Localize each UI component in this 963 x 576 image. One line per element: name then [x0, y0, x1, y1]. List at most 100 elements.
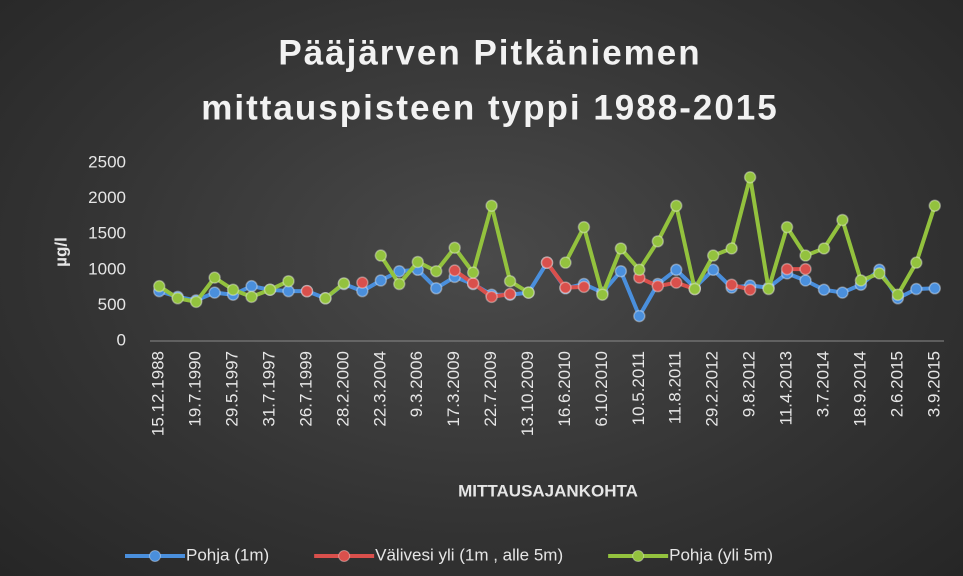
data-point: [466, 266, 480, 279]
x-tick-label: 22.7.2009: [481, 351, 500, 427]
x-tick-label: 9.8.2012: [740, 351, 759, 417]
data-point: [466, 277, 480, 290]
data-point: [300, 284, 314, 298]
data-point: [208, 286, 221, 299]
data-point: [910, 282, 923, 296]
data-point: [928, 282, 942, 295]
data-point: [670, 263, 683, 277]
x-tick-label: 10.5.2011: [629, 351, 648, 425]
data-point: [577, 280, 591, 294]
data-point: [817, 283, 831, 296]
data-point: [651, 235, 665, 248]
x-tick-label: 26.7.1999: [296, 351, 315, 427]
x-tick-label: 18.9.2014: [850, 351, 869, 427]
data-point: [725, 242, 738, 255]
data-point: [319, 292, 332, 305]
legend-label: Pohja (1m): [186, 545, 269, 564]
data-point: [799, 262, 812, 276]
data-point: [448, 241, 461, 254]
data-point: [743, 170, 757, 184]
data-point: [688, 282, 701, 296]
legend-marker: [632, 550, 645, 562]
x-tick-label: 28.2.2000: [333, 351, 352, 427]
data-point: [503, 287, 517, 301]
data-point: [282, 274, 295, 288]
data-point: [245, 290, 258, 304]
data-point: [817, 242, 831, 255]
y-tick-label: 1000: [88, 259, 126, 278]
x-axis-label: MITTAUSAJANKOHTA: [458, 481, 638, 500]
data-point: [171, 292, 184, 305]
data-point: [245, 279, 258, 293]
data-point: [559, 281, 572, 294]
data-point: [836, 286, 849, 299]
data-point: [485, 290, 498, 304]
data-point: [854, 274, 868, 287]
x-tick-label: 3.9.2015: [924, 351, 943, 417]
data-point: [706, 249, 720, 262]
data-point: [337, 277, 351, 290]
data-point: [780, 220, 794, 234]
data-point: [485, 199, 498, 212]
data-point: [651, 279, 665, 293]
x-tick-label: 13.10.2009: [518, 351, 537, 436]
data-point: [577, 220, 591, 234]
data-point: [670, 276, 683, 289]
data-point: [429, 282, 443, 295]
data-point: [910, 256, 923, 269]
x-tick-label: 9.3.2006: [407, 351, 426, 417]
data-point: [614, 264, 628, 278]
data-point: [743, 283, 757, 296]
x-tick-label: 6.10.2010: [592, 351, 611, 427]
x-tick-label: 31.7.1997: [260, 351, 279, 427]
data-point: [836, 213, 849, 227]
x-tick-label: 29.5.1997: [223, 351, 242, 427]
data-point: [670, 199, 683, 212]
y-tick-label: 0: [117, 330, 126, 349]
y-tick-label: 1500: [88, 224, 126, 243]
data-point: [503, 274, 517, 288]
legend-marker: [149, 550, 161, 562]
data-point: [448, 264, 461, 277]
x-tick-label: 16.6.2010: [555, 351, 574, 427]
data-point: [522, 286, 535, 299]
x-tick-label: 3.7.2014: [813, 351, 832, 417]
data-point: [374, 249, 388, 262]
data-point: [614, 242, 628, 255]
data-point: [374, 274, 388, 287]
x-tick-label: 15.12.1988: [149, 351, 168, 436]
y-tick-label: 2500: [88, 152, 126, 171]
data-point: [393, 264, 406, 278]
data-point: [559, 256, 572, 269]
data-point: [263, 283, 277, 296]
x-tick-label: 29.2.2012: [703, 351, 722, 427]
y-axis-label: µg/l: [51, 237, 70, 267]
data-point: [429, 264, 443, 278]
data-point: [596, 288, 609, 301]
chart-title: Pääjärven Pitkäniemen: [278, 33, 701, 72]
x-tick-label: 17.3.2009: [444, 351, 463, 427]
data-point: [152, 279, 166, 293]
legend-marker: [338, 550, 351, 562]
y-tick-label: 500: [98, 295, 126, 314]
data-point: [725, 278, 738, 292]
legend-label: Välivesi yli (1m , alle 5m): [375, 545, 563, 564]
data-point: [226, 283, 240, 296]
data-point: [633, 309, 646, 323]
series-line: [158, 175, 937, 304]
data-point: [356, 276, 369, 289]
y-tick-label: 2000: [88, 188, 126, 207]
data-point: [208, 271, 221, 284]
data-point: [780, 262, 794, 276]
data-point: [928, 199, 942, 212]
x-tick-label: 2.6.2015: [887, 351, 906, 417]
data-point: [706, 263, 720, 277]
data-point: [393, 277, 406, 291]
x-tick-label: 19.7.1990: [186, 351, 205, 427]
legend-label: Pohja (yli 5m): [669, 545, 773, 564]
chart-title: mittauspisteen typpi 1988-2015: [201, 88, 778, 127]
data-point: [540, 256, 554, 269]
x-tick-label: 11.4.2013: [777, 351, 796, 425]
